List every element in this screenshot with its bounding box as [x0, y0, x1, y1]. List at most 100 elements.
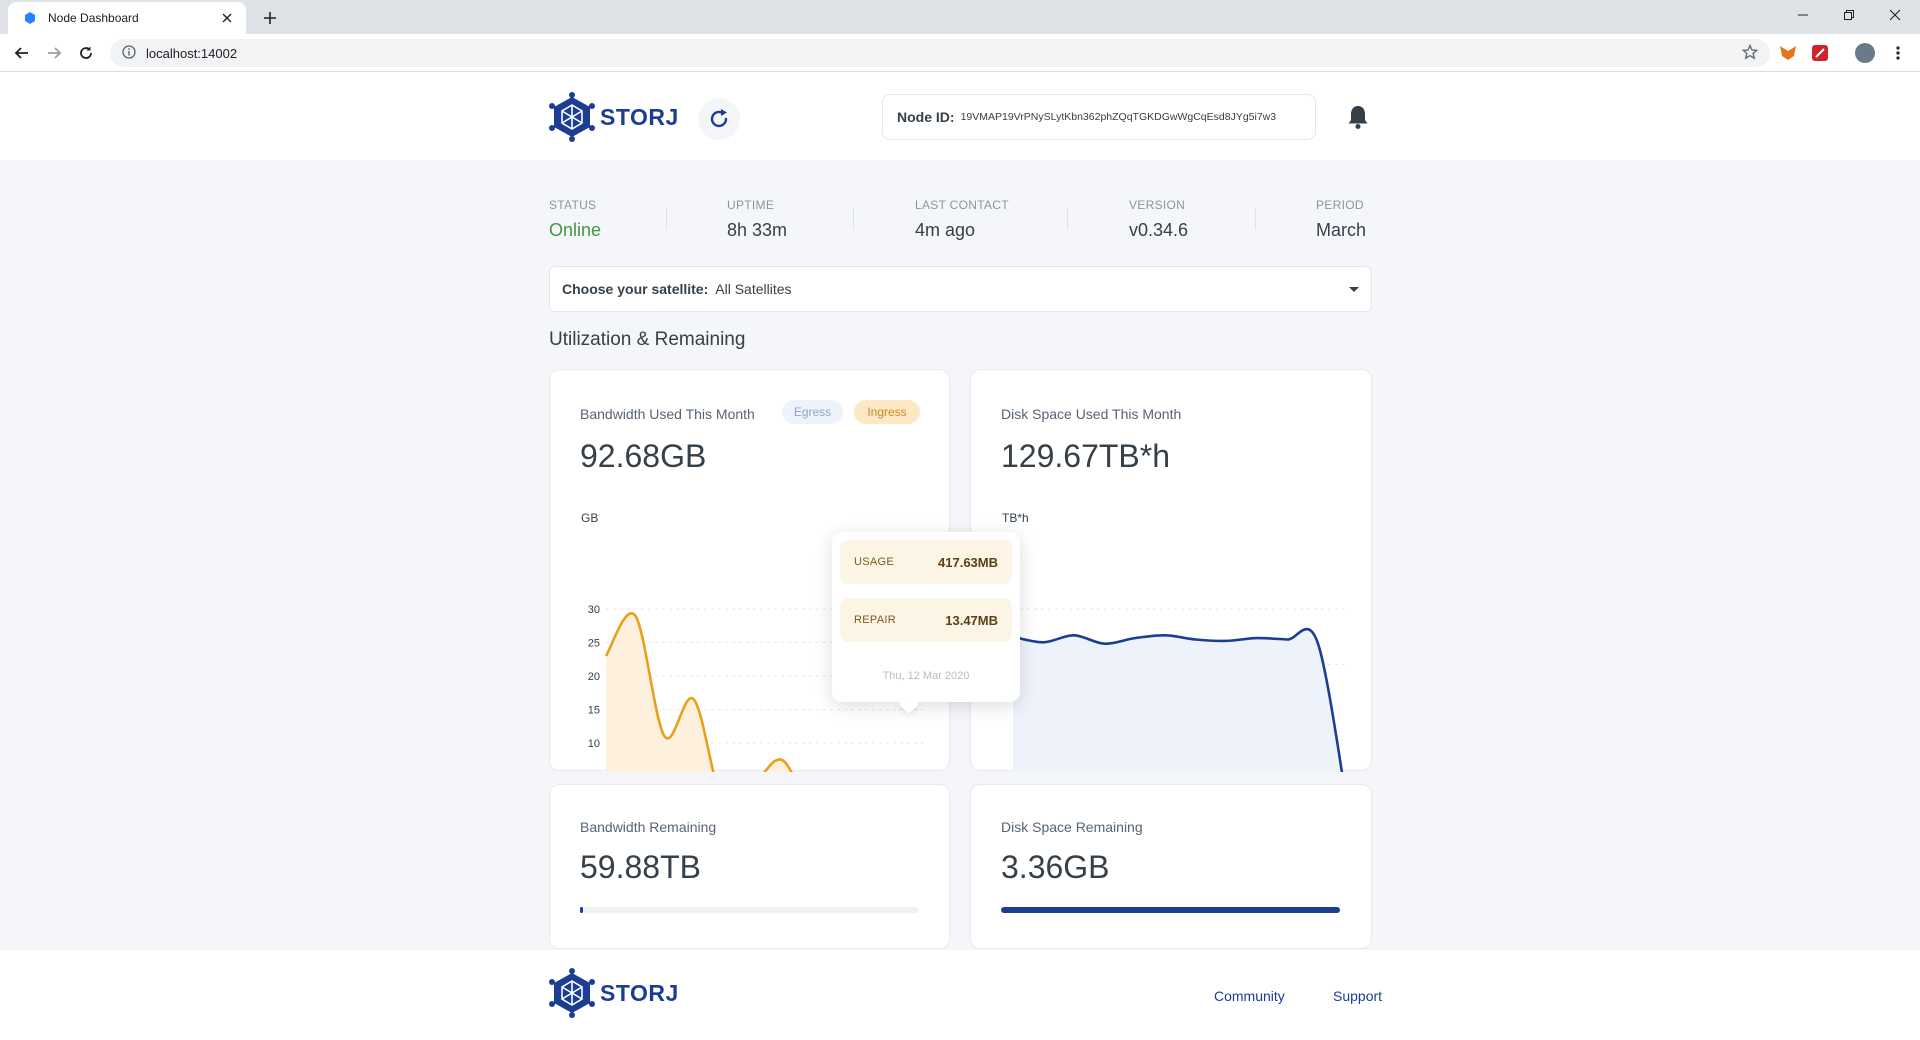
back-icon[interactable] — [10, 41, 34, 65]
tooltip-usage-value: 417.63MB — [938, 554, 998, 570]
refresh-icon — [710, 109, 728, 128]
refresh-button[interactable] — [698, 98, 740, 140]
y-tick-label: 10 — [588, 738, 600, 750]
tooltip-repair-label: REPAIR — [854, 614, 896, 626]
tooltip-usage-label: USAGE — [854, 556, 895, 568]
disk-remaining-bar — [1001, 907, 1340, 913]
bandwidth-remaining-value: 59.88TB — [580, 849, 701, 885]
reload-icon[interactable] — [74, 41, 98, 65]
notification-bell-icon[interactable] — [1346, 104, 1370, 135]
stat-period: PERIOD March — [1316, 198, 1366, 241]
browser-tab-bar: Node Dashboard — [0, 0, 1920, 34]
storj-logo-icon — [549, 92, 595, 142]
y-tick-label: 15 — [588, 705, 600, 717]
stat-last-contact-label: LAST CONTACT — [915, 198, 1009, 212]
footer-storj-logo[interactable]: STORJ — [549, 968, 679, 1018]
stat-version-label: VERSION — [1129, 198, 1186, 212]
stat-last-contact: LAST CONTACT 4m ago — [915, 198, 1009, 241]
extension-icon[interactable] — [1810, 43, 1830, 63]
browser-toolbar: localhost:14002 — [0, 34, 1920, 72]
stat-version: VERSION v0.34.6 — [1129, 198, 1188, 241]
disk-remaining-bar-fill — [1001, 907, 1340, 913]
page-footer: STORJ Community Support — [0, 950, 1920, 1040]
new-tab-icon[interactable] — [258, 6, 282, 30]
site-info-icon[interactable] — [122, 45, 138, 61]
tab-title: Node Dashboard — [48, 11, 139, 25]
bandwidth-remaining-card: Bandwidth Remaining 59.88TB — [549, 784, 950, 949]
egress-toggle[interactable]: Egress — [782, 400, 843, 424]
chart-tooltip: USAGE 417.63MB REPAIR 13.47MB Thu, 12 Ma… — [832, 532, 1020, 714]
stat-uptime-label: UPTIME — [727, 198, 775, 212]
disk-remaining-card: Disk Space Remaining 3.36GB — [970, 784, 1372, 949]
stat-divider — [853, 208, 854, 230]
stat-version-value: v0.34.6 — [1129, 220, 1189, 240]
bandwidth-card-title: Bandwidth Used This Month — [580, 406, 755, 422]
disk-chart[interactable]: 02MAR 1MAR 6MAR 12 — [971, 370, 1373, 772]
minimize-icon[interactable] — [1780, 0, 1826, 30]
stat-period-value: March — [1316, 220, 1367, 240]
bandwidth-remaining-bar-fill — [580, 907, 583, 913]
node-id-value: 19VMAP19VrPNySLytKbn362phZQqTGKDGwWgCqEs… — [960, 111, 1277, 123]
bandwidth-remaining-bar — [580, 907, 919, 913]
url-text: localhost:14002 — [146, 45, 238, 61]
node-id-box[interactable]: Node ID: 19VMAP19VrPNySLytKbn362phZQqTGK… — [882, 94, 1316, 140]
support-link[interactable]: Support — [1333, 988, 1383, 1004]
disk-card-value: 129.67TB*h — [1001, 438, 1171, 474]
bandwidth-axis-unit: GB — [581, 511, 599, 525]
stat-period-label: PERIOD — [1316, 198, 1364, 212]
stat-uptime-value: 8h 33m — [727, 220, 788, 240]
tooltip-repair-row: REPAIR 13.47MB — [840, 598, 1012, 642]
satellite-select-value: All Satellites — [715, 281, 792, 297]
storj-logo-icon — [549, 968, 595, 1018]
storj-favicon-icon — [22, 10, 38, 26]
satellite-select-label: Choose your satellite: — [562, 281, 709, 297]
series-line — [604, 612, 793, 772]
forward-icon[interactable] — [42, 41, 66, 65]
disk-used-card: Disk Space Used This Month 129.67TB*h TB… — [970, 369, 1373, 772]
disk-card-title: Disk Space Used This Month — [1001, 406, 1182, 422]
storj-logo[interactable]: STORJ — [549, 92, 679, 142]
disk-remaining-title: Disk Space Remaining — [1001, 819, 1143, 835]
caret-down-icon — [1349, 287, 1359, 292]
ingress-toggle[interactable]: Ingress — [854, 400, 920, 424]
browser-menu-icon[interactable] — [1886, 41, 1910, 65]
browser-tab[interactable]: Node Dashboard — [8, 2, 246, 34]
page-header: STORJ Node ID: 19VMAP19VrPNySLytKbn362ph… — [0, 72, 1920, 160]
tooltip-repair-value: 13.47MB — [945, 612, 998, 628]
series-area — [1013, 629, 1342, 772]
stat-status-label: STATUS — [549, 198, 597, 212]
metamask-extension-icon[interactable] — [1778, 43, 1798, 63]
stat-uptime: UPTIME 8h 33m — [727, 198, 787, 241]
close-tab-icon[interactable] — [218, 9, 236, 27]
footer-logo-text: STORJ — [600, 979, 679, 1006]
address-bar[interactable]: localhost:14002 — [110, 39, 1770, 67]
stat-divider — [1255, 208, 1256, 230]
stat-status-value: Online — [549, 220, 602, 240]
stat-divider — [1067, 208, 1068, 230]
bandwidth-used-card: Bandwidth Used This Month Egress Ingress… — [549, 369, 950, 773]
disk-remaining-value: 3.36GB — [1001, 849, 1110, 885]
dashboard-page: STORJ Node ID: 19VMAP19VrPNySLytKbn362ph… — [0, 72, 1920, 1040]
y-tick-label: 25 — [588, 638, 600, 650]
satellite-select[interactable]: Choose your satellite: All Satellites — [549, 266, 1372, 312]
stat-divider — [666, 208, 667, 230]
disk-axis-unit: TB*h — [1002, 511, 1029, 525]
section-title: Utilization & Remaining — [549, 329, 746, 350]
tooltip-date: Thu, 12 Mar 2020 — [882, 670, 970, 682]
bandwidth-card-value: 92.68GB — [580, 438, 707, 474]
node-id-label: Node ID: — [897, 109, 955, 125]
y-tick-label: 5 — [594, 772, 600, 773]
y-tick-label: 30 — [588, 604, 600, 616]
series-line — [1012, 627, 1344, 772]
bookmark-star-icon[interactable] — [1741, 43, 1759, 65]
series-area — [606, 613, 792, 772]
restore-icon[interactable] — [1826, 0, 1872, 30]
stat-status: STATUS Online — [549, 198, 601, 241]
y-tick-label: 20 — [588, 671, 600, 683]
stat-last-contact-value: 4m ago — [915, 220, 976, 240]
profile-avatar-icon[interactable] — [1855, 43, 1875, 63]
community-link[interactable]: Community — [1214, 988, 1285, 1004]
close-window-icon[interactable] — [1872, 0, 1918, 30]
logo-text: STORJ — [600, 103, 679, 130]
tooltip-usage-row: USAGE 417.63MB — [840, 540, 1012, 584]
